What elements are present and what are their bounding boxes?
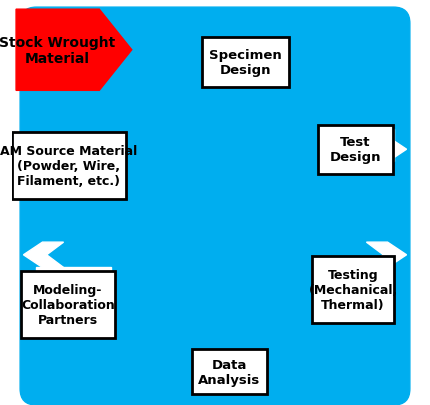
Text: Testing
(Mechanical,
Thermal): Testing (Mechanical, Thermal) <box>308 268 398 311</box>
Polygon shape <box>366 137 406 162</box>
FancyBboxPatch shape <box>202 38 289 88</box>
FancyBboxPatch shape <box>192 350 267 394</box>
FancyBboxPatch shape <box>22 271 115 338</box>
Text: Modeling-
Collaboration
Partners: Modeling- Collaboration Partners <box>21 283 115 326</box>
Text: Test
Design: Test Design <box>329 136 381 164</box>
Text: AM Source Material
(Powder, Wire,
Filament, etc.): AM Source Material (Powder, Wire, Filame… <box>0 145 138 188</box>
Polygon shape <box>24 137 64 162</box>
Text: Specimen
Design: Specimen Design <box>209 49 282 77</box>
FancyBboxPatch shape <box>317 126 393 174</box>
Polygon shape <box>319 130 393 162</box>
Polygon shape <box>16 10 132 91</box>
FancyBboxPatch shape <box>12 132 126 200</box>
Text: Data
Analysis: Data Analysis <box>198 358 260 386</box>
FancyBboxPatch shape <box>20 8 410 405</box>
Text: Stock Wrought
Material: Stock Wrought Material <box>0 36 116 66</box>
Polygon shape <box>37 267 111 324</box>
Polygon shape <box>24 243 64 268</box>
FancyBboxPatch shape <box>313 256 393 323</box>
Polygon shape <box>366 243 406 268</box>
